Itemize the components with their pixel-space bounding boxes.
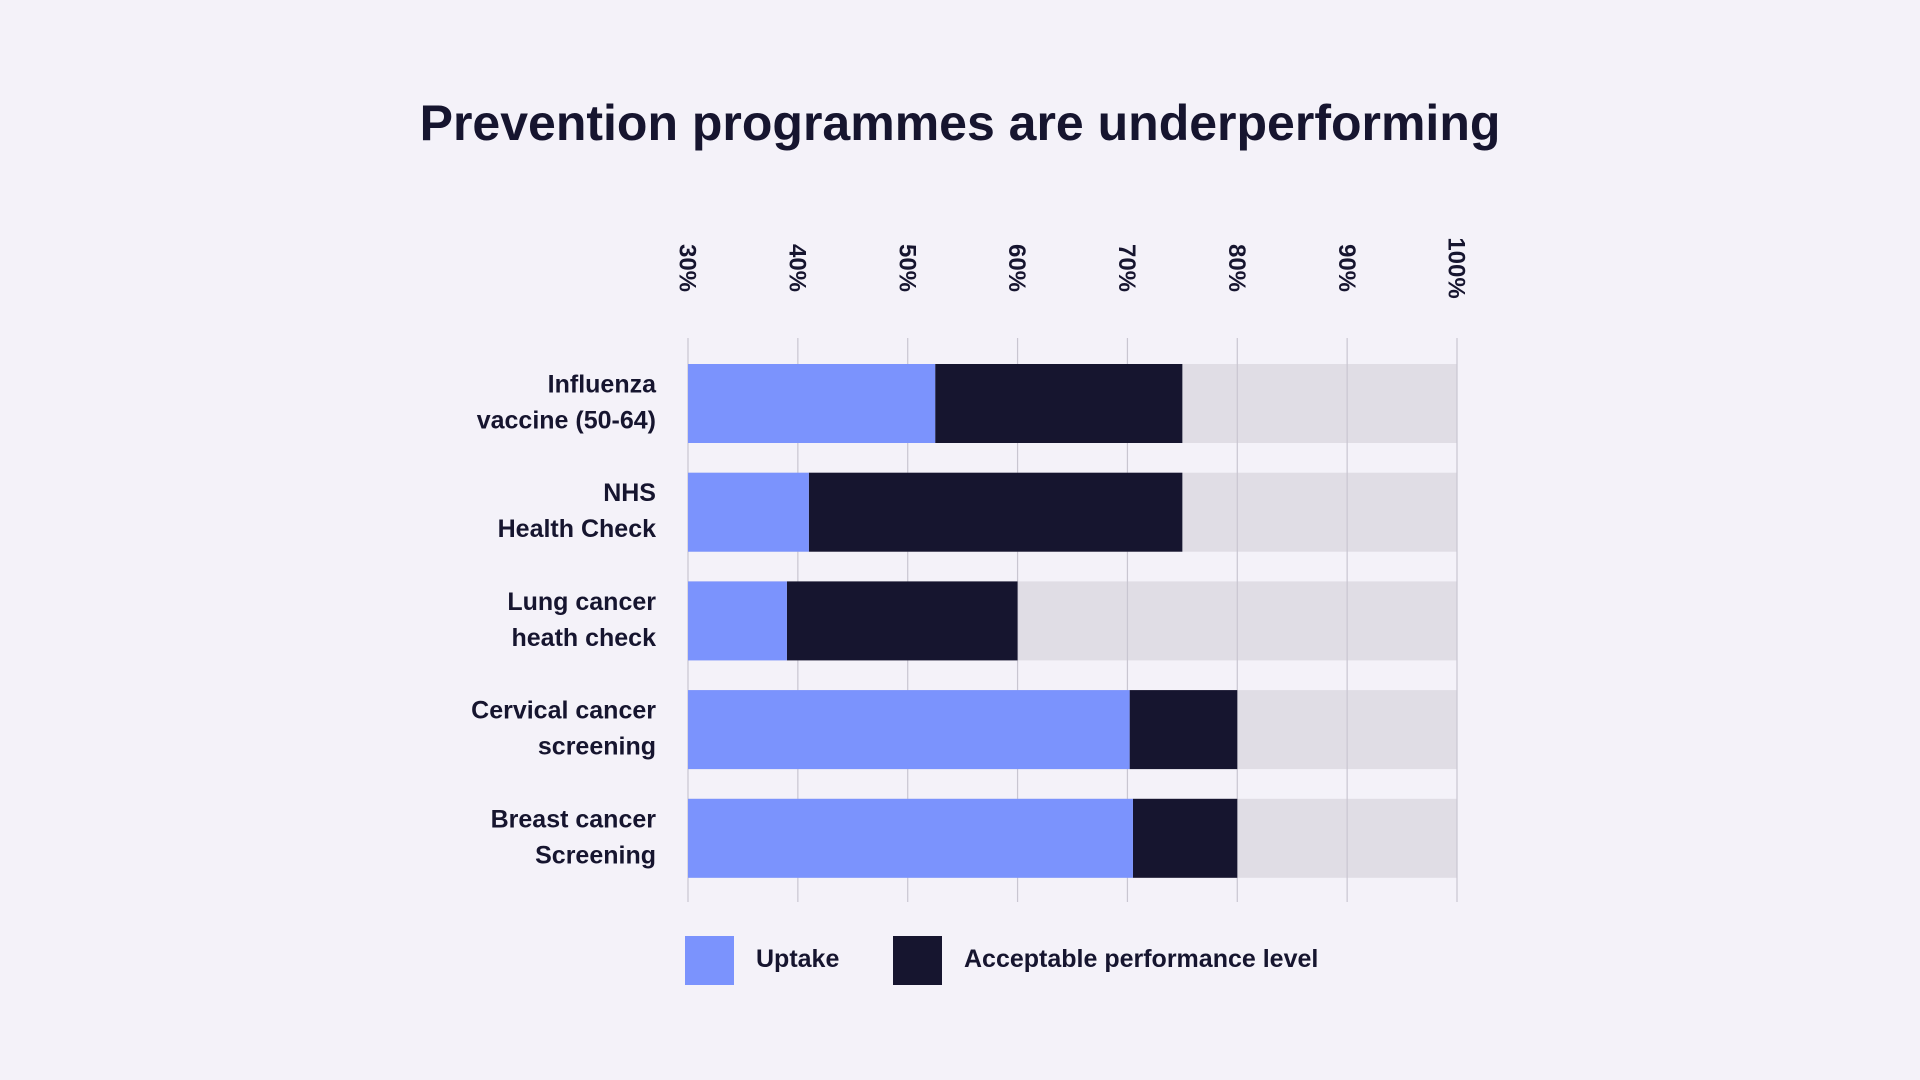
category-label: Lung cancer heath check [507, 588, 656, 652]
x-tick-label: 70% [1113, 244, 1140, 292]
x-tick-label: 60% [1003, 244, 1030, 292]
x-tick-label: 80% [1223, 244, 1250, 292]
x-tick-label: 50% [893, 244, 920, 292]
bar-uptake [688, 798, 1133, 878]
x-tick-label: 40% [784, 244, 811, 292]
bar-uptake [688, 472, 809, 552]
bar-uptake [688, 581, 787, 661]
x-tick-label: 30% [674, 244, 701, 292]
category-label: Breast cancer Screening [491, 805, 657, 869]
bar-uptake [688, 364, 936, 443]
bar-acceptable-level [1129, 690, 1238, 770]
bar-acceptable-level [1132, 798, 1238, 878]
category-label: Cervical cancer screening [471, 696, 656, 760]
bar-acceptable-level [786, 581, 1018, 661]
x-tick-label: 100% [1443, 237, 1470, 298]
chart-title: Prevention programmes are underperformin… [420, 95, 1501, 151]
legend-label-uptake: Uptake [756, 945, 839, 973]
bar-acceptable-level [808, 472, 1183, 552]
category-label: Influenza vaccine (50-64) [477, 370, 657, 434]
bar-acceptable-level [935, 364, 1183, 443]
x-tick-label: 90% [1333, 244, 1360, 292]
category-label: NHS Health Check [498, 479, 656, 543]
legend-swatch-acceptable [893, 936, 942, 985]
legend-label-acceptable: Acceptable performance level [964, 945, 1318, 973]
bar-uptake [688, 690, 1130, 770]
legend-swatch-uptake [685, 936, 734, 985]
